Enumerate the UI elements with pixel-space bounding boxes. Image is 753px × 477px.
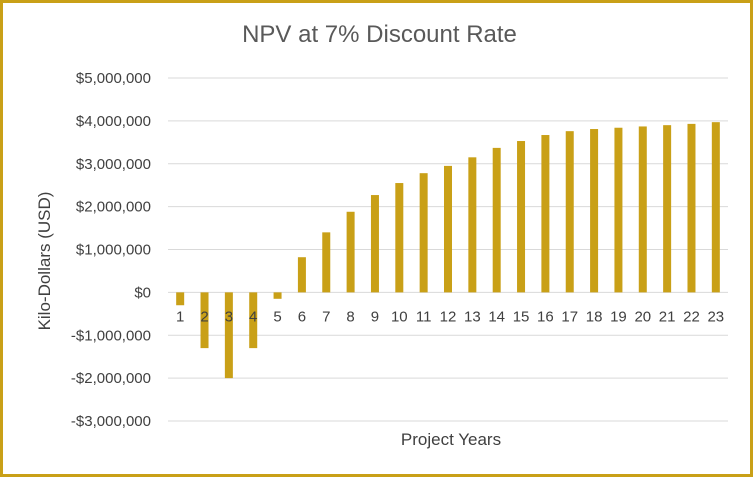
- x-tick-label: 3: [225, 308, 233, 325]
- bar-year-21: [663, 125, 672, 293]
- bar-year-23: [711, 122, 720, 293]
- bar-year-20: [638, 126, 647, 293]
- bar-year-5: [273, 292, 282, 299]
- x-axis-label: Project Years: [400, 430, 502, 449]
- bar-year-14: [492, 147, 501, 293]
- y-tick-label: $3,000,000: [76, 156, 151, 173]
- bar-year-10: [395, 183, 404, 293]
- y-tick-label: $0: [134, 284, 151, 301]
- bar-year-13: [468, 157, 477, 293]
- y-tick-label: $1,000,000: [76, 242, 151, 259]
- bar-year-8: [346, 211, 355, 293]
- x-tick-label: 13: [464, 308, 481, 325]
- bar-year-6: [297, 257, 306, 293]
- bar-year-11: [419, 173, 428, 293]
- x-tick-label: 18: [586, 308, 603, 325]
- x-tick-label: 4: [249, 308, 257, 325]
- x-tick-label: 12: [440, 308, 457, 325]
- x-tick-label: 10: [391, 308, 408, 325]
- bar-year-16: [541, 135, 550, 293]
- x-tick-label: 23: [707, 308, 724, 325]
- bar-year-7: [322, 232, 331, 293]
- x-tick-label: 9: [371, 308, 379, 325]
- x-tick-label: 21: [659, 308, 676, 325]
- bar-year-3: [224, 292, 233, 379]
- y-tick-label: $5,000,000: [76, 70, 151, 87]
- x-tick-label: 7: [322, 308, 330, 325]
- bar-year-2: [200, 292, 209, 349]
- x-tick-label: 17: [561, 308, 578, 325]
- x-tick-label: 8: [346, 308, 354, 325]
- y-tick-label: -$3,000,000: [71, 413, 151, 430]
- x-tick-label: 22: [683, 308, 700, 325]
- bar-year-18: [590, 129, 599, 293]
- bar-year-19: [614, 127, 623, 293]
- bar-year-22: [687, 123, 696, 293]
- y-tick-label: -$2,000,000: [71, 370, 151, 387]
- bar-year-1: [176, 292, 185, 306]
- y-tick-label: $4,000,000: [76, 113, 151, 130]
- y-tick-label: -$1,000,000: [71, 327, 151, 344]
- bar-year-15: [517, 141, 526, 293]
- x-tick-label: 6: [298, 308, 306, 325]
- x-tick-label: 15: [513, 308, 530, 325]
- x-tick-label: 14: [488, 308, 505, 325]
- bar-year-12: [444, 165, 452, 293]
- bar-year-17: [565, 131, 574, 293]
- x-tick-label: 16: [537, 308, 554, 325]
- y-tick-label: $2,000,000: [76, 199, 151, 216]
- x-tick-label: 1: [176, 308, 184, 325]
- x-tick-label: 19: [610, 308, 627, 325]
- x-tick-label: 20: [634, 308, 651, 325]
- x-tick-label: 5: [273, 308, 281, 325]
- bar-year-4: [249, 292, 258, 349]
- bar-year-9: [370, 195, 379, 293]
- chart-title: NPV at 7% Discount Rate: [242, 21, 517, 48]
- x-tick-label: 11: [416, 308, 432, 325]
- x-tick-label: 2: [200, 308, 208, 325]
